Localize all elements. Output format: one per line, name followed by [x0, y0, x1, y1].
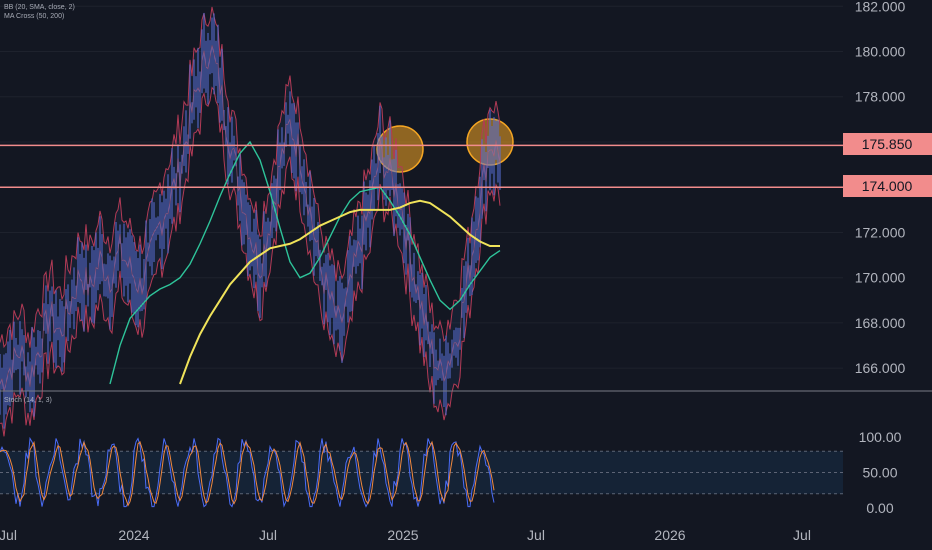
y-tick-label: 172.000 — [855, 224, 906, 240]
stoch-tick-label: 50.00 — [862, 465, 897, 481]
price-tag-label: 175.850 — [862, 136, 913, 152]
x-tick-label: Jul — [793, 527, 811, 543]
x-tick-label: Jul — [259, 527, 277, 543]
series-layer — [0, 6, 501, 437]
x-tick-label: Jul — [527, 527, 545, 543]
price-line — [0, 45, 501, 392]
x-tick-label: Jul — [0, 527, 17, 543]
stoch-k-line — [0, 436, 495, 508]
stoch-d-line — [0, 440, 495, 507]
x-tick-label: 2024 — [118, 527, 149, 543]
bollinger-upper-band — [0, 6, 501, 349]
ma200-line — [179, 199, 500, 385]
stoch-axis[interactable]: 100.00 50.00 0.00 — [859, 429, 902, 516]
y-tick-label: 170.000 — [855, 270, 906, 286]
y-tick-label: 178.000 — [855, 89, 906, 105]
price-tag-label: 174.000 — [862, 178, 913, 194]
price-tag: 175.850 — [843, 133, 932, 155]
ma50-line — [109, 140, 501, 385]
y-tick-label: 182.000 — [855, 0, 906, 14]
bollinger-lower-band — [0, 86, 501, 437]
ma-cross-indicator-label[interactable]: MA Cross (50, 200) — [4, 13, 65, 20]
stoch-tick-label: 0.00 — [866, 500, 893, 516]
stoch-indicator-label[interactable]: Stoch (14, 1, 3) — [4, 397, 52, 404]
x-tick-label: 2025 — [387, 527, 418, 543]
stoch-panel — [0, 436, 843, 508]
stoch-tick-label: 100.00 — [859, 429, 902, 445]
x-tick-label: 2026 — [654, 527, 685, 543]
time-axis[interactable]: Jul 2024 Jul 2025 Jul 2026 Jul — [0, 527, 811, 543]
y-tick-label: 168.000 — [855, 315, 906, 331]
y-tick-label: 180.000 — [855, 44, 906, 60]
bb-indicator-label[interactable]: BB (20, SMA, close, 2) — [4, 4, 75, 11]
price-tag: 174.000 — [843, 175, 932, 197]
y-tick-label: 166.000 — [855, 360, 906, 376]
